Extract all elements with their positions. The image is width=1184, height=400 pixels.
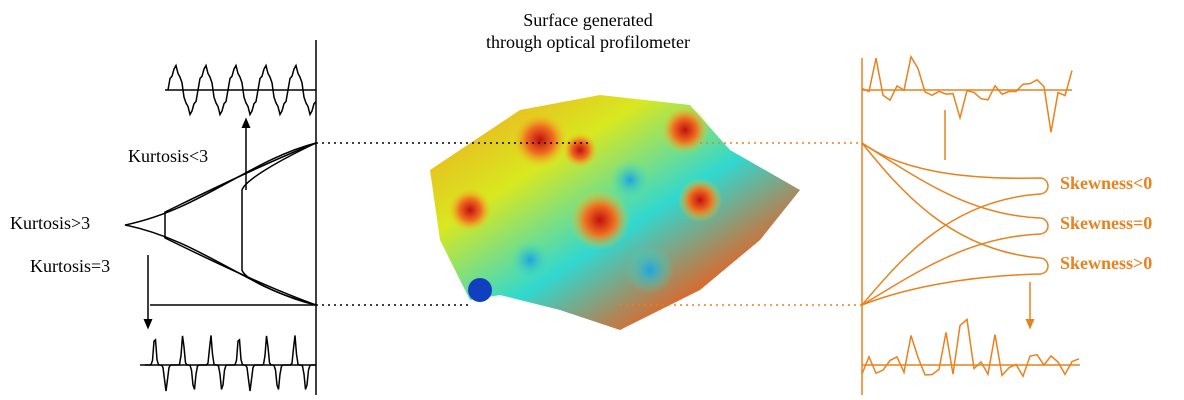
kurtosis-panel <box>125 40 316 395</box>
title-line: Surface generated <box>523 10 652 30</box>
skewness-label: Skewness=0 <box>1060 213 1152 233</box>
kurtosis-label: Kurtosis<3 <box>128 146 208 166</box>
title-line: through optical profilometer <box>486 32 690 52</box>
surface <box>430 95 800 330</box>
skewness-panel <box>862 57 1080 395</box>
kurtosis-label: Kurtosis>3 <box>10 213 90 233</box>
diagram: Surface generated through optical profil… <box>0 0 1184 400</box>
waveform <box>145 335 316 391</box>
kurtosis-label: Kurtosis=3 <box>30 256 110 276</box>
skewness-label: Skewness<0 <box>1060 173 1152 193</box>
waveform <box>862 57 1072 133</box>
skewness-label: Skewness>0 <box>1060 253 1152 273</box>
waveform <box>862 319 1079 376</box>
